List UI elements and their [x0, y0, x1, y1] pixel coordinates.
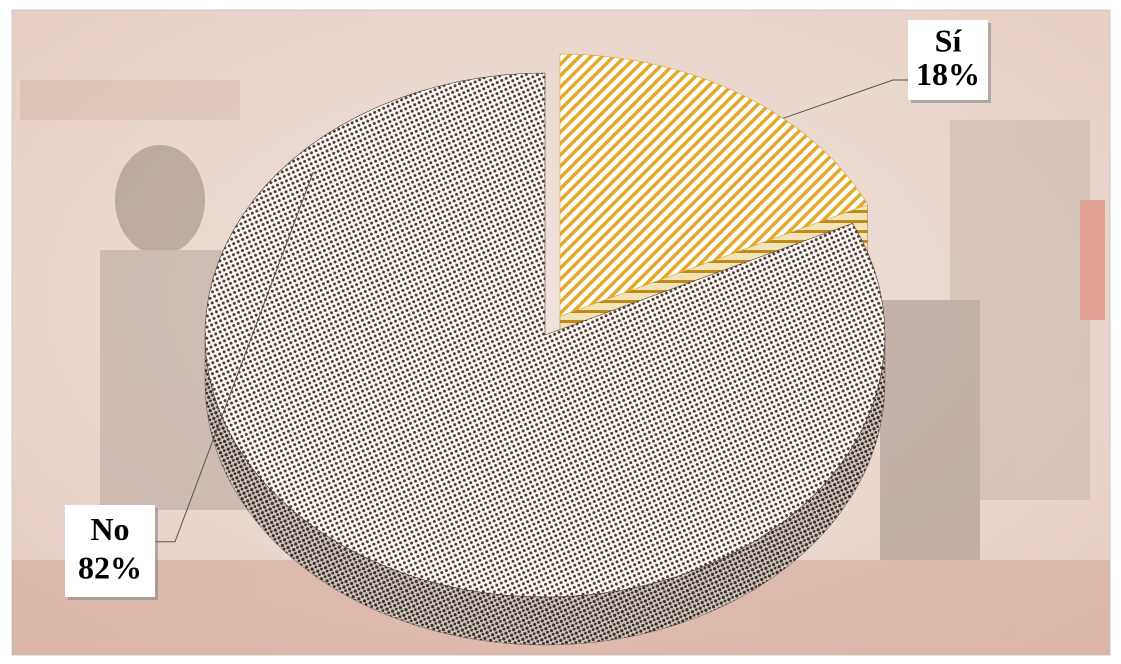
label-box: [908, 20, 988, 100]
category-label: Sí: [935, 22, 963, 58]
value-label: 82%: [78, 550, 142, 586]
category-label: No: [90, 511, 129, 547]
slice: [204, 72, 886, 598]
label-box: [65, 505, 155, 597]
value-label: 18%: [916, 56, 980, 92]
leader-line: [155, 171, 314, 543]
slice: [559, 53, 869, 317]
pie: [204, 53, 886, 646]
leader-line: [782, 79, 908, 119]
